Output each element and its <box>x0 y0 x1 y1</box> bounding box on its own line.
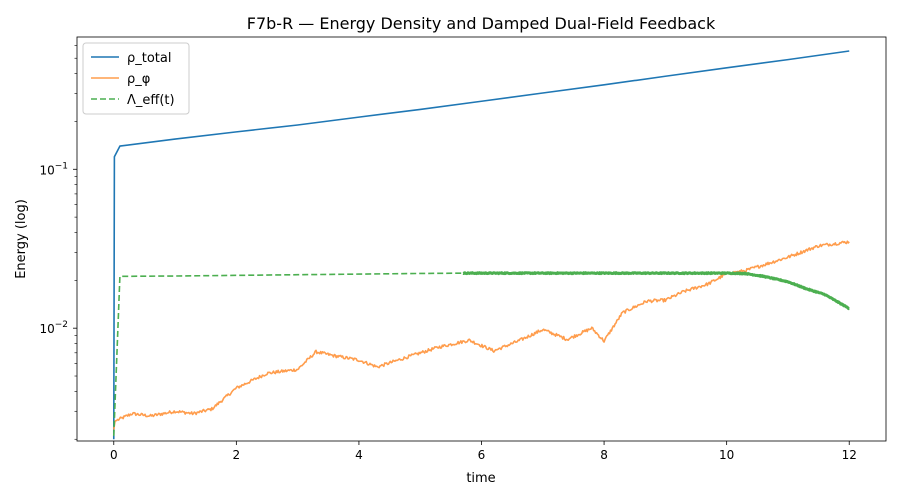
series-line-1 <box>112 240 850 430</box>
legend-box <box>82 42 190 115</box>
series-line-2-dense <box>462 271 851 311</box>
series-line-2 <box>112 272 850 436</box>
x-tick-label: 8 <box>600 448 608 462</box>
legend: ρ_total ρ_φ Λ_eff(t) <box>82 42 190 115</box>
y-tick-label: 10−2 <box>39 320 68 336</box>
x-tick-label: 0 <box>110 448 118 462</box>
x-tick-label: 12 <box>842 448 857 462</box>
y-axis-label: Energy (log) <box>14 199 29 279</box>
x-tick-label: 2 <box>233 448 241 462</box>
chart-title: F7b-R — Energy Density and Damped Dual-F… <box>247 14 716 33</box>
legend-label: ρ_φ <box>127 72 150 87</box>
legend-label: Λ_eff(t) <box>127 93 175 108</box>
legend-label: ρ_total <box>127 51 171 66</box>
plot-frame <box>76 36 887 442</box>
series-line-0 <box>112 50 850 440</box>
x-tick-label: 6 <box>478 448 486 462</box>
x-tick-label: 10 <box>719 448 734 462</box>
y-tick-label: 10−1 <box>39 161 68 177</box>
x-axis-label: time <box>466 471 495 486</box>
x-tick-label: 4 <box>355 448 363 462</box>
